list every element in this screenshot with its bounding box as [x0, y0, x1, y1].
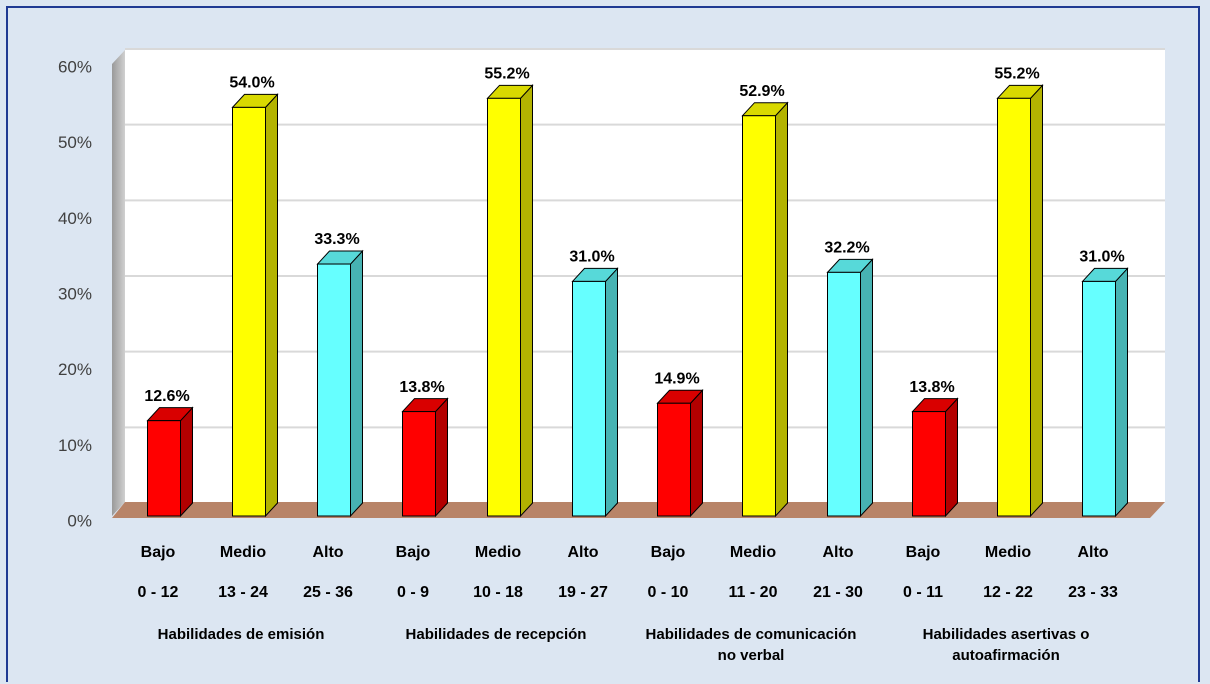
value-label: 13.8%	[399, 379, 444, 396]
x-tick-label: Bajo	[651, 544, 686, 561]
y-tick-label: 20%	[58, 360, 92, 379]
x-tick-label: Bajo	[396, 544, 431, 561]
bar	[742, 115, 776, 517]
group-label: Habilidades de emisión	[157, 626, 325, 643]
bar	[402, 411, 436, 517]
value-label: 12.6%	[144, 388, 189, 405]
group-label: Habilidades de recepción	[405, 626, 587, 643]
group-label: Habilidades de comunicación no verbal	[645, 626, 857, 664]
value-label: 14.9%	[654, 370, 699, 387]
y-tick-label: 30%	[58, 284, 92, 303]
x-range-label: 12 - 22	[983, 584, 1033, 601]
bar-side	[435, 397, 448, 518]
x-range-label: 0 - 10	[648, 584, 689, 601]
value-label: 55.2%	[484, 66, 529, 83]
x-range-label: 0 - 11	[903, 584, 943, 601]
value-label: 31.0%	[569, 249, 614, 266]
x-range-label: 23 - 33	[1068, 584, 1118, 601]
value-label: 31.0%	[1079, 249, 1124, 266]
x-tick-label: Medio	[475, 544, 521, 561]
side-wall	[112, 50, 125, 516]
value-label: 33.3%	[314, 231, 359, 248]
bar	[997, 97, 1031, 517]
bar-side	[860, 258, 873, 518]
x-tick-label: Bajo	[141, 544, 176, 561]
y-tick-label: 60%	[58, 57, 92, 76]
x-tick-label: Alto	[567, 544, 598, 561]
bar	[317, 263, 351, 517]
x-tick-label: Bajo	[906, 544, 941, 561]
bar	[572, 280, 606, 517]
y-tick-label: 50%	[58, 133, 92, 152]
group-label: Habilidades asertivas o autoafirmación	[922, 626, 1090, 664]
bar-side	[605, 267, 618, 518]
value-label: 54.0%	[229, 75, 274, 92]
bar-side	[350, 249, 363, 518]
x-tick-label: Medio	[730, 544, 776, 561]
x-tick-label: Alto	[822, 544, 853, 561]
y-tick-label: 0%	[67, 511, 92, 530]
bar-side	[690, 388, 703, 518]
x-range-label: 10 - 18	[473, 584, 523, 601]
x-range-label: 11 - 20	[729, 584, 778, 601]
x-range-label: 0 - 12	[138, 584, 179, 601]
x-tick-label: Alto	[312, 544, 343, 561]
bar-side	[945, 397, 958, 518]
y-tick-label: 40%	[58, 209, 92, 228]
x-range-label: 25 - 36	[303, 584, 353, 601]
bar	[1082, 280, 1116, 517]
x-tick-label: Medio	[220, 544, 266, 561]
bar	[147, 420, 181, 517]
bar-side	[775, 101, 788, 518]
bar-side	[180, 406, 193, 518]
x-range-label: 21 - 30	[813, 584, 863, 601]
x-range-label: 0 - 9	[397, 584, 429, 601]
x-tick-label: Alto	[1077, 544, 1108, 561]
bar-side	[1030, 84, 1043, 518]
value-label: 55.2%	[994, 66, 1039, 83]
value-label: 32.2%	[824, 240, 869, 257]
x-range-label: 19 - 27	[558, 584, 608, 601]
bar-side	[265, 93, 278, 518]
bar-side	[520, 84, 533, 518]
value-label: 52.9%	[739, 83, 784, 100]
bar	[232, 106, 266, 517]
bar	[912, 411, 946, 517]
y-tick-label: 10%	[58, 436, 92, 455]
value-label: 13.8%	[909, 379, 954, 396]
bar	[657, 402, 691, 517]
x-tick-label: Medio	[985, 544, 1031, 561]
floor	[112, 502, 1165, 518]
bar-side	[1115, 267, 1128, 518]
bar	[827, 271, 861, 517]
frame	[6, 6, 1200, 682]
bar	[487, 97, 521, 517]
x-range-label: 13 - 24	[218, 584, 268, 601]
